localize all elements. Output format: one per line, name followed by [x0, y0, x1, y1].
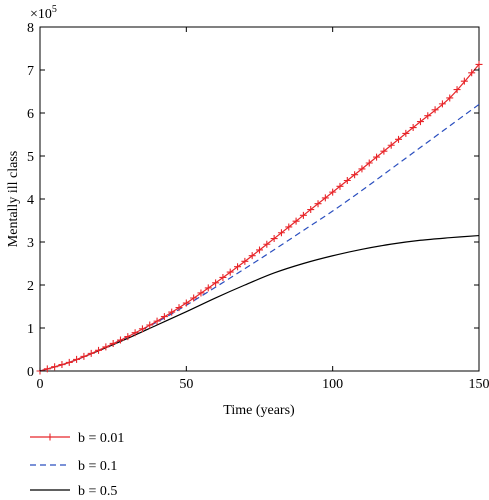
series-1 [39, 103, 480, 372]
plus-marker [387, 141, 395, 149]
plus-marker [416, 118, 424, 126]
plus-marker [116, 336, 124, 344]
plus-marker [248, 252, 256, 260]
y-tick-label: 8 [27, 21, 34, 36]
plus-marker [365, 159, 373, 167]
plus-marker [241, 257, 249, 265]
y-tick-label: 6 [27, 107, 34, 122]
plus-marker [446, 94, 454, 102]
series-line [39, 64, 480, 372]
plus-marker [329, 188, 337, 196]
legend-marker [46, 433, 54, 441]
plus-marker [95, 346, 103, 354]
x-tick-label: 0 [37, 377, 44, 392]
plus-marker [263, 240, 271, 248]
y-multiplier: ×105 [30, 4, 57, 22]
plus-marker [204, 284, 212, 292]
plus-marker [153, 317, 161, 325]
plus-marker [270, 235, 278, 243]
plus-marker [190, 294, 198, 302]
plus-marker [395, 135, 403, 143]
x-tick-label: 50 [179, 377, 193, 392]
plus-marker [292, 217, 300, 225]
plus-marker [453, 86, 461, 94]
y-tick-label: 7 [27, 64, 34, 79]
plus-marker [234, 263, 242, 271]
series-2 [39, 234, 480, 372]
plus-marker [160, 313, 168, 321]
y-tick-label: 0 [27, 365, 34, 380]
plus-marker [424, 112, 432, 120]
plus-marker [351, 171, 359, 179]
plus-marker [109, 339, 117, 347]
x-axis-label: Time (years) [223, 403, 295, 418]
plus-marker [87, 349, 95, 357]
plus-marker [73, 355, 81, 363]
legend-label: b = 0.5 [78, 484, 117, 499]
legend-label: b = 0.01 [78, 431, 124, 446]
y-tick-label: 5 [27, 150, 34, 165]
x-tick-label: 150 [469, 377, 489, 392]
plus-marker [468, 69, 476, 77]
plus-marker [314, 200, 322, 208]
legend-item: b = 0.5 [30, 484, 117, 499]
plus-marker [299, 211, 307, 219]
y-axis-label: Mentally ill class [6, 151, 21, 247]
plus-marker [431, 106, 439, 114]
plus-marker [226, 268, 234, 276]
series-line [39, 103, 480, 372]
plus-marker [146, 321, 154, 329]
plus-marker [380, 147, 388, 155]
plus-marker [460, 77, 468, 85]
plus-marker [51, 363, 59, 371]
y-tick-label: 4 [27, 193, 34, 208]
plus-marker [277, 229, 285, 237]
plus-marker [373, 153, 381, 161]
plus-marker [197, 289, 205, 297]
series-line [39, 234, 480, 372]
plot-frame [39, 26, 480, 372]
plus-marker [358, 165, 366, 173]
plus-marker [168, 308, 176, 316]
plus-marker [58, 361, 66, 369]
legend-item: b = 0.01 [30, 431, 124, 446]
plus-marker [43, 365, 51, 373]
plus-marker [256, 246, 263, 254]
plus-marker [343, 177, 351, 185]
plus-marker [138, 325, 146, 333]
plus-marker [212, 279, 220, 287]
plus-marker [219, 273, 227, 281]
plus-marker [80, 352, 88, 360]
legend: b = 0.01 b = 0.1 b = 0.5 [30, 431, 124, 499]
plus-marker [131, 329, 139, 337]
plus-marker [285, 223, 293, 231]
plus-marker [307, 206, 315, 214]
plus-marker [124, 333, 132, 341]
legend-item: b = 0.1 [30, 459, 117, 474]
y-tick-label: 2 [27, 279, 34, 294]
x-tick-label: 100 [322, 377, 343, 392]
plus-marker [102, 343, 110, 351]
y-tick-label: 3 [27, 236, 34, 251]
plus-marker [175, 304, 183, 312]
legend-label: b = 0.1 [78, 459, 117, 474]
series-0 [36, 60, 483, 375]
y-tick-label: 1 [27, 322, 34, 337]
plus-marker [438, 100, 446, 108]
plus-marker [182, 299, 190, 307]
plus-marker [321, 194, 329, 202]
plus-marker [409, 124, 417, 132]
plus-marker [402, 129, 410, 137]
plus-marker [475, 60, 483, 68]
plus-marker [336, 182, 344, 190]
plus-marker [65, 358, 73, 366]
